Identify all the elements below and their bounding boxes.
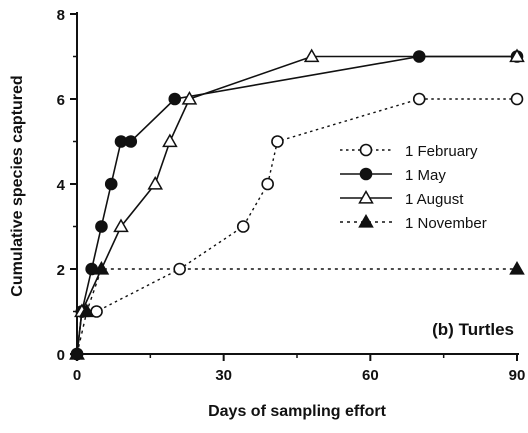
data-point-series-3 <box>303 48 320 63</box>
data-point-series-3 <box>113 218 129 233</box>
data-point-series-1 <box>261 177 274 191</box>
legend-label: 1 November <box>405 215 487 232</box>
legend-marker <box>359 143 373 157</box>
data-point-series-2 <box>124 135 138 148</box>
panel-label: (b) Turtles <box>432 320 514 339</box>
legend-label: 1 May <box>405 167 446 184</box>
data-point-series-1 <box>412 92 426 106</box>
y-tick-label: 8 <box>57 7 65 24</box>
legend-marker <box>358 213 374 228</box>
series-line-3 <box>76 55 517 355</box>
data-point-series-1 <box>173 262 186 276</box>
legend-marker <box>359 167 373 181</box>
legend-label: 1 August <box>405 191 464 208</box>
x-axis-label: Days of sampling effort <box>208 403 386 420</box>
data-point-series-1 <box>271 135 284 148</box>
data-point-series-2 <box>412 50 426 63</box>
data-point-series-1 <box>236 220 250 233</box>
data-point-series-3 <box>162 133 178 148</box>
series-lines <box>76 55 517 355</box>
y-tick-label: 2 <box>57 262 65 279</box>
data-point-series-1 <box>510 92 524 106</box>
data-point-series-4 <box>93 260 110 275</box>
series-line-4 <box>76 268 517 355</box>
data-point-series-2 <box>95 220 108 233</box>
x-tick-label: 90 <box>509 367 526 384</box>
data-point-series-3 <box>509 48 525 63</box>
data-point-series-3 <box>181 90 198 105</box>
legend: 1 February 1 May 1 August 1 November <box>340 143 487 232</box>
y-tick-label: 6 <box>57 92 65 109</box>
series-line-2 <box>76 55 517 355</box>
data-point-series-4 <box>78 303 95 318</box>
data-point-series-4 <box>69 345 85 360</box>
axes: 0 2 4 6 8 0 30 60 90 <box>57 7 526 384</box>
data-point-series-4 <box>509 260 525 275</box>
legend-marker <box>358 189 374 204</box>
x-tick-label: 0 <box>73 367 81 384</box>
series-markers <box>69 48 525 361</box>
legend-label: 1 February <box>405 143 478 160</box>
data-point-series-2 <box>104 177 118 191</box>
data-point-series-2 <box>168 92 182 106</box>
y-axis-label: Cumulative species captured <box>9 75 26 296</box>
y-tick-label: 0 <box>57 347 65 364</box>
x-tick-label: 60 <box>362 367 379 384</box>
x-tick-label: 30 <box>215 367 232 384</box>
data-point-series-3 <box>147 175 164 190</box>
y-tick-label: 4 <box>57 177 66 194</box>
